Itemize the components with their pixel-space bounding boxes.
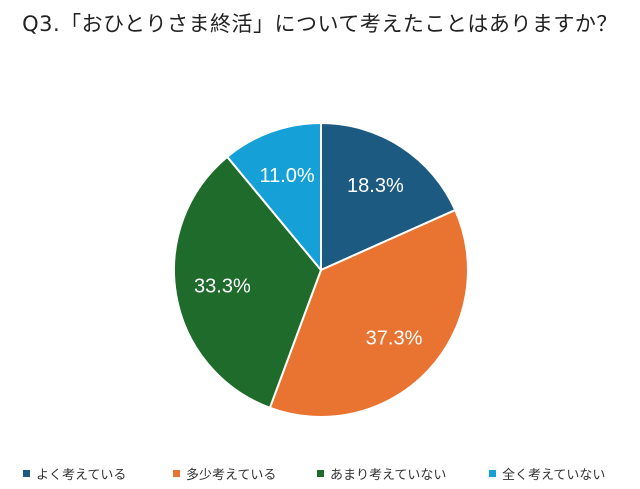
legend-item-3: あまり考えていない [317,464,446,483]
legend-swatch-1 [23,470,30,477]
legend-label-2: 多少考えている [186,468,277,483]
legend-label-3: あまり考えていない [330,468,447,483]
legend-swatch-3 [317,470,324,477]
legend: よく考えている 多少考えている あまり考えていない 全く考えていない [0,464,640,484]
legend-item-1: よく考えている [23,464,126,483]
data-label-1: 18.3% [347,175,404,197]
legend-label-4: 全く考えていない [502,468,606,483]
legend-item-4: 全く考えていない [489,464,605,483]
pie-slice-3 [172,155,322,409]
legend-label-1: よく考えている [36,468,127,483]
legend-swatch-2 [173,470,180,477]
legend-item-2: 多少考えている [173,464,276,483]
pie-slice-2 [268,209,469,418]
data-label-3: 33.3% [194,276,251,298]
chart-title: Q3.「おひとりさま終活」について考えたことはありますか？ [22,12,618,36]
data-label-2: 37.3% [366,327,423,349]
pie-slice-4 [226,122,322,271]
legend-swatch-4 [489,470,496,477]
data-label-4: 11.0% [259,165,314,187]
pie-slice-1 [320,122,457,271]
